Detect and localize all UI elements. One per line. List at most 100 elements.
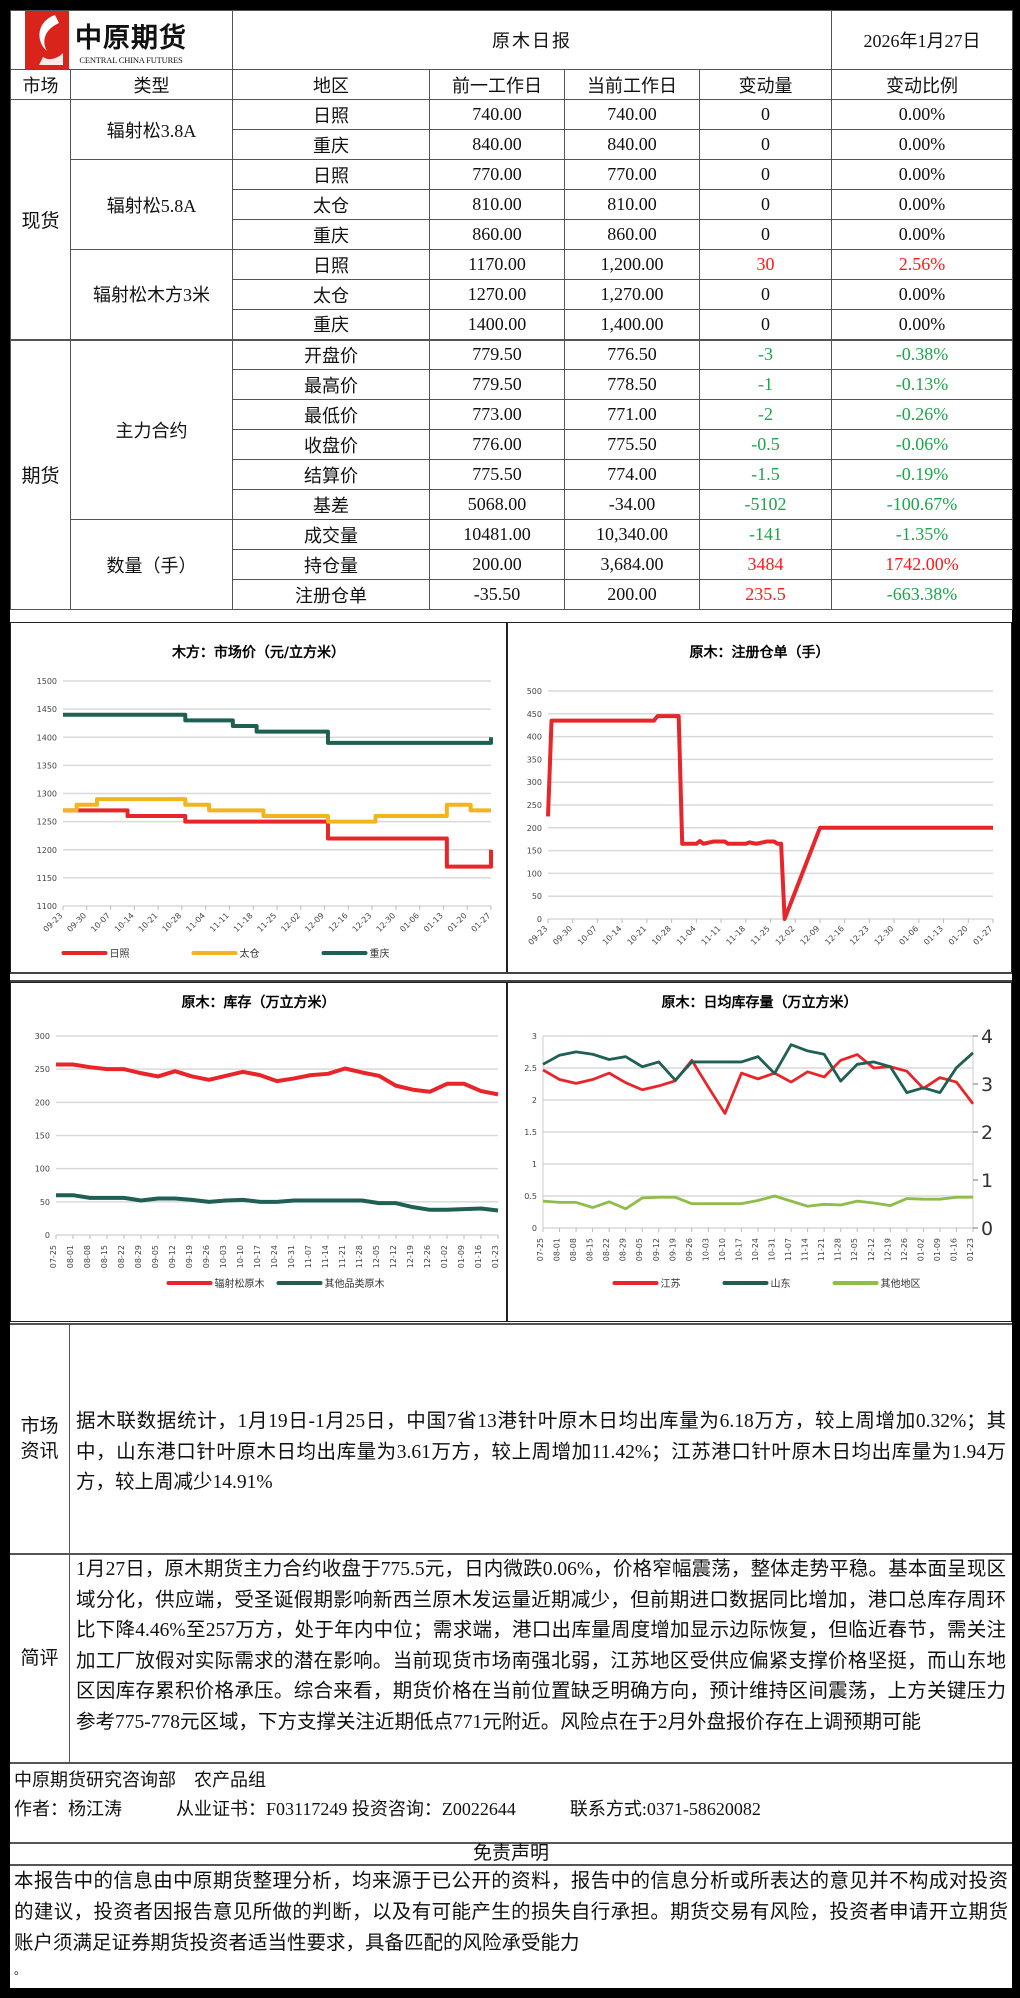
curr-value-cell: 1,400.00 xyxy=(564,309,700,340)
curr-value-cell: 840.00 xyxy=(564,129,700,160)
y-tick-label: 100 xyxy=(527,869,542,878)
table-row: 基差 5068.00 -34.00 -5102 -100.67% xyxy=(11,489,1013,520)
change-cell: 0 xyxy=(699,279,832,310)
table-row: 太仓 1270.00 1,270.00 0 0.00% xyxy=(11,279,1013,310)
y-tick-label: 1 xyxy=(532,1160,537,1169)
x-tick-label: 09-23 xyxy=(42,911,65,934)
chart-registered-warrants-svg: 原木：注册仓单（手） 0 50 100 150 200 250 300 350 400 450 500… xyxy=(527,644,995,947)
y-tick-label: 0 xyxy=(537,915,542,924)
x-tick-label: 10-21 xyxy=(137,911,160,934)
legend-label: 太仓 xyxy=(240,947,260,960)
prev-value-cell: 779.50 xyxy=(429,339,565,370)
y-tick-label: 2.5 xyxy=(524,1064,537,1073)
x-tick-label: 10-07 xyxy=(89,911,112,934)
table-row: 重庆 1400.00 1,400.00 0 0.00% xyxy=(11,309,1013,340)
series-line-日照 xyxy=(63,808,493,869)
x-tick-label: 10-31 xyxy=(768,1238,777,1261)
y-tick-label: 150 xyxy=(35,1132,50,1141)
change-pct-cell: -0.19% xyxy=(831,459,1013,490)
change-cell: 0 xyxy=(699,219,832,250)
prev-value-cell: 779.50 xyxy=(429,369,565,400)
market-info-text: 据木联数据统计，1月19日-1月25日，中国7省13港针叶原木日均出库量为6.1… xyxy=(76,1411,1006,1493)
region-cell: 日照 xyxy=(232,99,430,130)
y-tick-label: 350 xyxy=(527,755,542,764)
y-tick-label: 250 xyxy=(35,1065,50,1074)
series-line-其他地区 xyxy=(542,1194,973,1211)
change-cell: 0 xyxy=(699,159,832,190)
change-cell: -1 xyxy=(699,369,832,400)
price-table: 中原期货 CENTRAL CHINA FUTURES 原木日报 2026年1月27… xyxy=(10,10,1013,610)
change-pct-cell: 0.00% xyxy=(831,309,1013,340)
x-tick-label: 10-03 xyxy=(219,1245,228,1268)
report-page: 中原期货 CENTRAL CHINA FUTURES 原木日报 2026年1月27… xyxy=(10,10,1013,1988)
y-tick-label: 50 xyxy=(532,892,542,901)
table-row: 注册仓单 -35.50 200.00 235.5 -663.38% xyxy=(11,579,1013,610)
y-tick-label: 1100 xyxy=(37,902,57,911)
prev-value-cell: 770.00 xyxy=(429,159,565,190)
prev-value-cell: 775.50 xyxy=(429,459,565,490)
x-tick-label: 01-13 xyxy=(922,924,945,947)
region-cell: 成交量 xyxy=(232,519,430,550)
x-tick-label: 10-24 xyxy=(751,1238,760,1261)
x-tick-label: 08-29 xyxy=(134,1245,143,1268)
x-tick-label: 07-25 xyxy=(49,1245,58,1268)
region-cell: 重庆 xyxy=(232,219,430,250)
change-cell: -141 xyxy=(699,519,832,550)
chart-title: 原木：日均库存量（万立方米） xyxy=(662,994,858,1011)
curr-value-cell: 770.00 xyxy=(564,159,700,190)
table-row: 最高价 779.50 778.50 -1 -0.13% xyxy=(11,369,1013,400)
comment-section: 简评 1月27日，原木期货主力合约收盘于775.5元，日内微跌0.06%，价格窄… xyxy=(10,1553,1012,1762)
footer-author: 作者：杨江涛 从业证书：F03117249 投资咨询：Z0022644 联系方式… xyxy=(14,1799,761,1819)
region-cell: 重庆 xyxy=(232,129,430,160)
x-tick-label: 01-20 xyxy=(446,911,469,934)
chart-daily-outbound: 原木：日均库存量（万立方米） 0 0.5 1 1.5 2 2.5 3 0 1 2 3 4 07-25 08-… xyxy=(507,982,1012,1322)
column-header: 类型 xyxy=(70,69,233,100)
curr-value-cell: 3,684.00 xyxy=(564,549,700,580)
y2-tick-label: 0 xyxy=(981,1218,993,1240)
y-tick-label: 1500 xyxy=(37,677,57,686)
x-tick-label: 11-07 xyxy=(304,1245,313,1268)
prev-value-cell: 1400.00 xyxy=(429,309,565,340)
chart-title: 原木：注册仓单（手） xyxy=(690,644,830,661)
x-tick-label: 10-03 xyxy=(701,1238,710,1261)
x-tick-label: 11-04 xyxy=(184,911,207,934)
x-tick-label: 11-25 xyxy=(749,924,772,947)
region-cell: 基差 xyxy=(232,489,430,520)
x-tick-label: 01-06 xyxy=(897,924,920,947)
x-tick-label: 11-18 xyxy=(232,911,255,934)
legend-label: 其他品类原木 xyxy=(325,1277,385,1290)
x-tick-label: 12-30 xyxy=(374,911,397,934)
y-tick-label: 500 xyxy=(527,687,542,696)
change-pct-cell: -0.13% xyxy=(831,369,1013,400)
x-tick-label: 09-12 xyxy=(652,1238,661,1261)
change-pct-cell: -1.35% xyxy=(831,519,1013,550)
curr-value-cell: 775.50 xyxy=(564,429,700,460)
prev-value-cell: 740.00 xyxy=(429,99,565,130)
prev-value-cell: 773.00 xyxy=(429,399,565,430)
x-tick-label: 09-19 xyxy=(668,1238,677,1261)
change-pct-cell: 0.00% xyxy=(831,99,1013,130)
change-cell: -3 xyxy=(699,339,832,370)
x-tick-label: 01-23 xyxy=(491,1245,500,1268)
curr-value-cell: 774.00 xyxy=(564,459,700,490)
x-tick-label: 09-26 xyxy=(202,1245,211,1268)
change-cell: -5102 xyxy=(699,489,832,520)
series-line-太仓 xyxy=(63,797,491,824)
market-cell: 期货 xyxy=(10,339,71,610)
region-cell: 收盘价 xyxy=(232,429,430,460)
x-tick-label: 12-09 xyxy=(303,911,326,934)
table-body: 现货 辐射松3.8A 日照 740.00 740.00 0 0.00% 重庆 840.00 840… xyxy=(10,99,1013,610)
y-tick-label: 1.5 xyxy=(524,1128,537,1137)
x-tick-label: 07-25 xyxy=(536,1238,545,1261)
table-row: 结算价 775.50 774.00 -1.5 -0.19% xyxy=(11,459,1013,490)
curr-value-cell: 10,340.00 xyxy=(564,519,700,550)
x-tick-label: 09-19 xyxy=(185,1245,194,1268)
x-tick-label: 12-12 xyxy=(867,1238,876,1261)
x-tick-label: 12-16 xyxy=(327,911,350,934)
change-pct-cell: 0.00% xyxy=(831,279,1013,310)
x-tick-label: 01-09 xyxy=(933,1238,942,1261)
x-tick-label: 11-25 xyxy=(256,911,279,934)
table-row: 辐射松5.8A 日照 770.00 770.00 0 0.00% xyxy=(11,159,1013,250)
x-tick-label: 09-12 xyxy=(168,1245,177,1268)
curr-value-cell: 1,200.00 xyxy=(564,249,700,280)
